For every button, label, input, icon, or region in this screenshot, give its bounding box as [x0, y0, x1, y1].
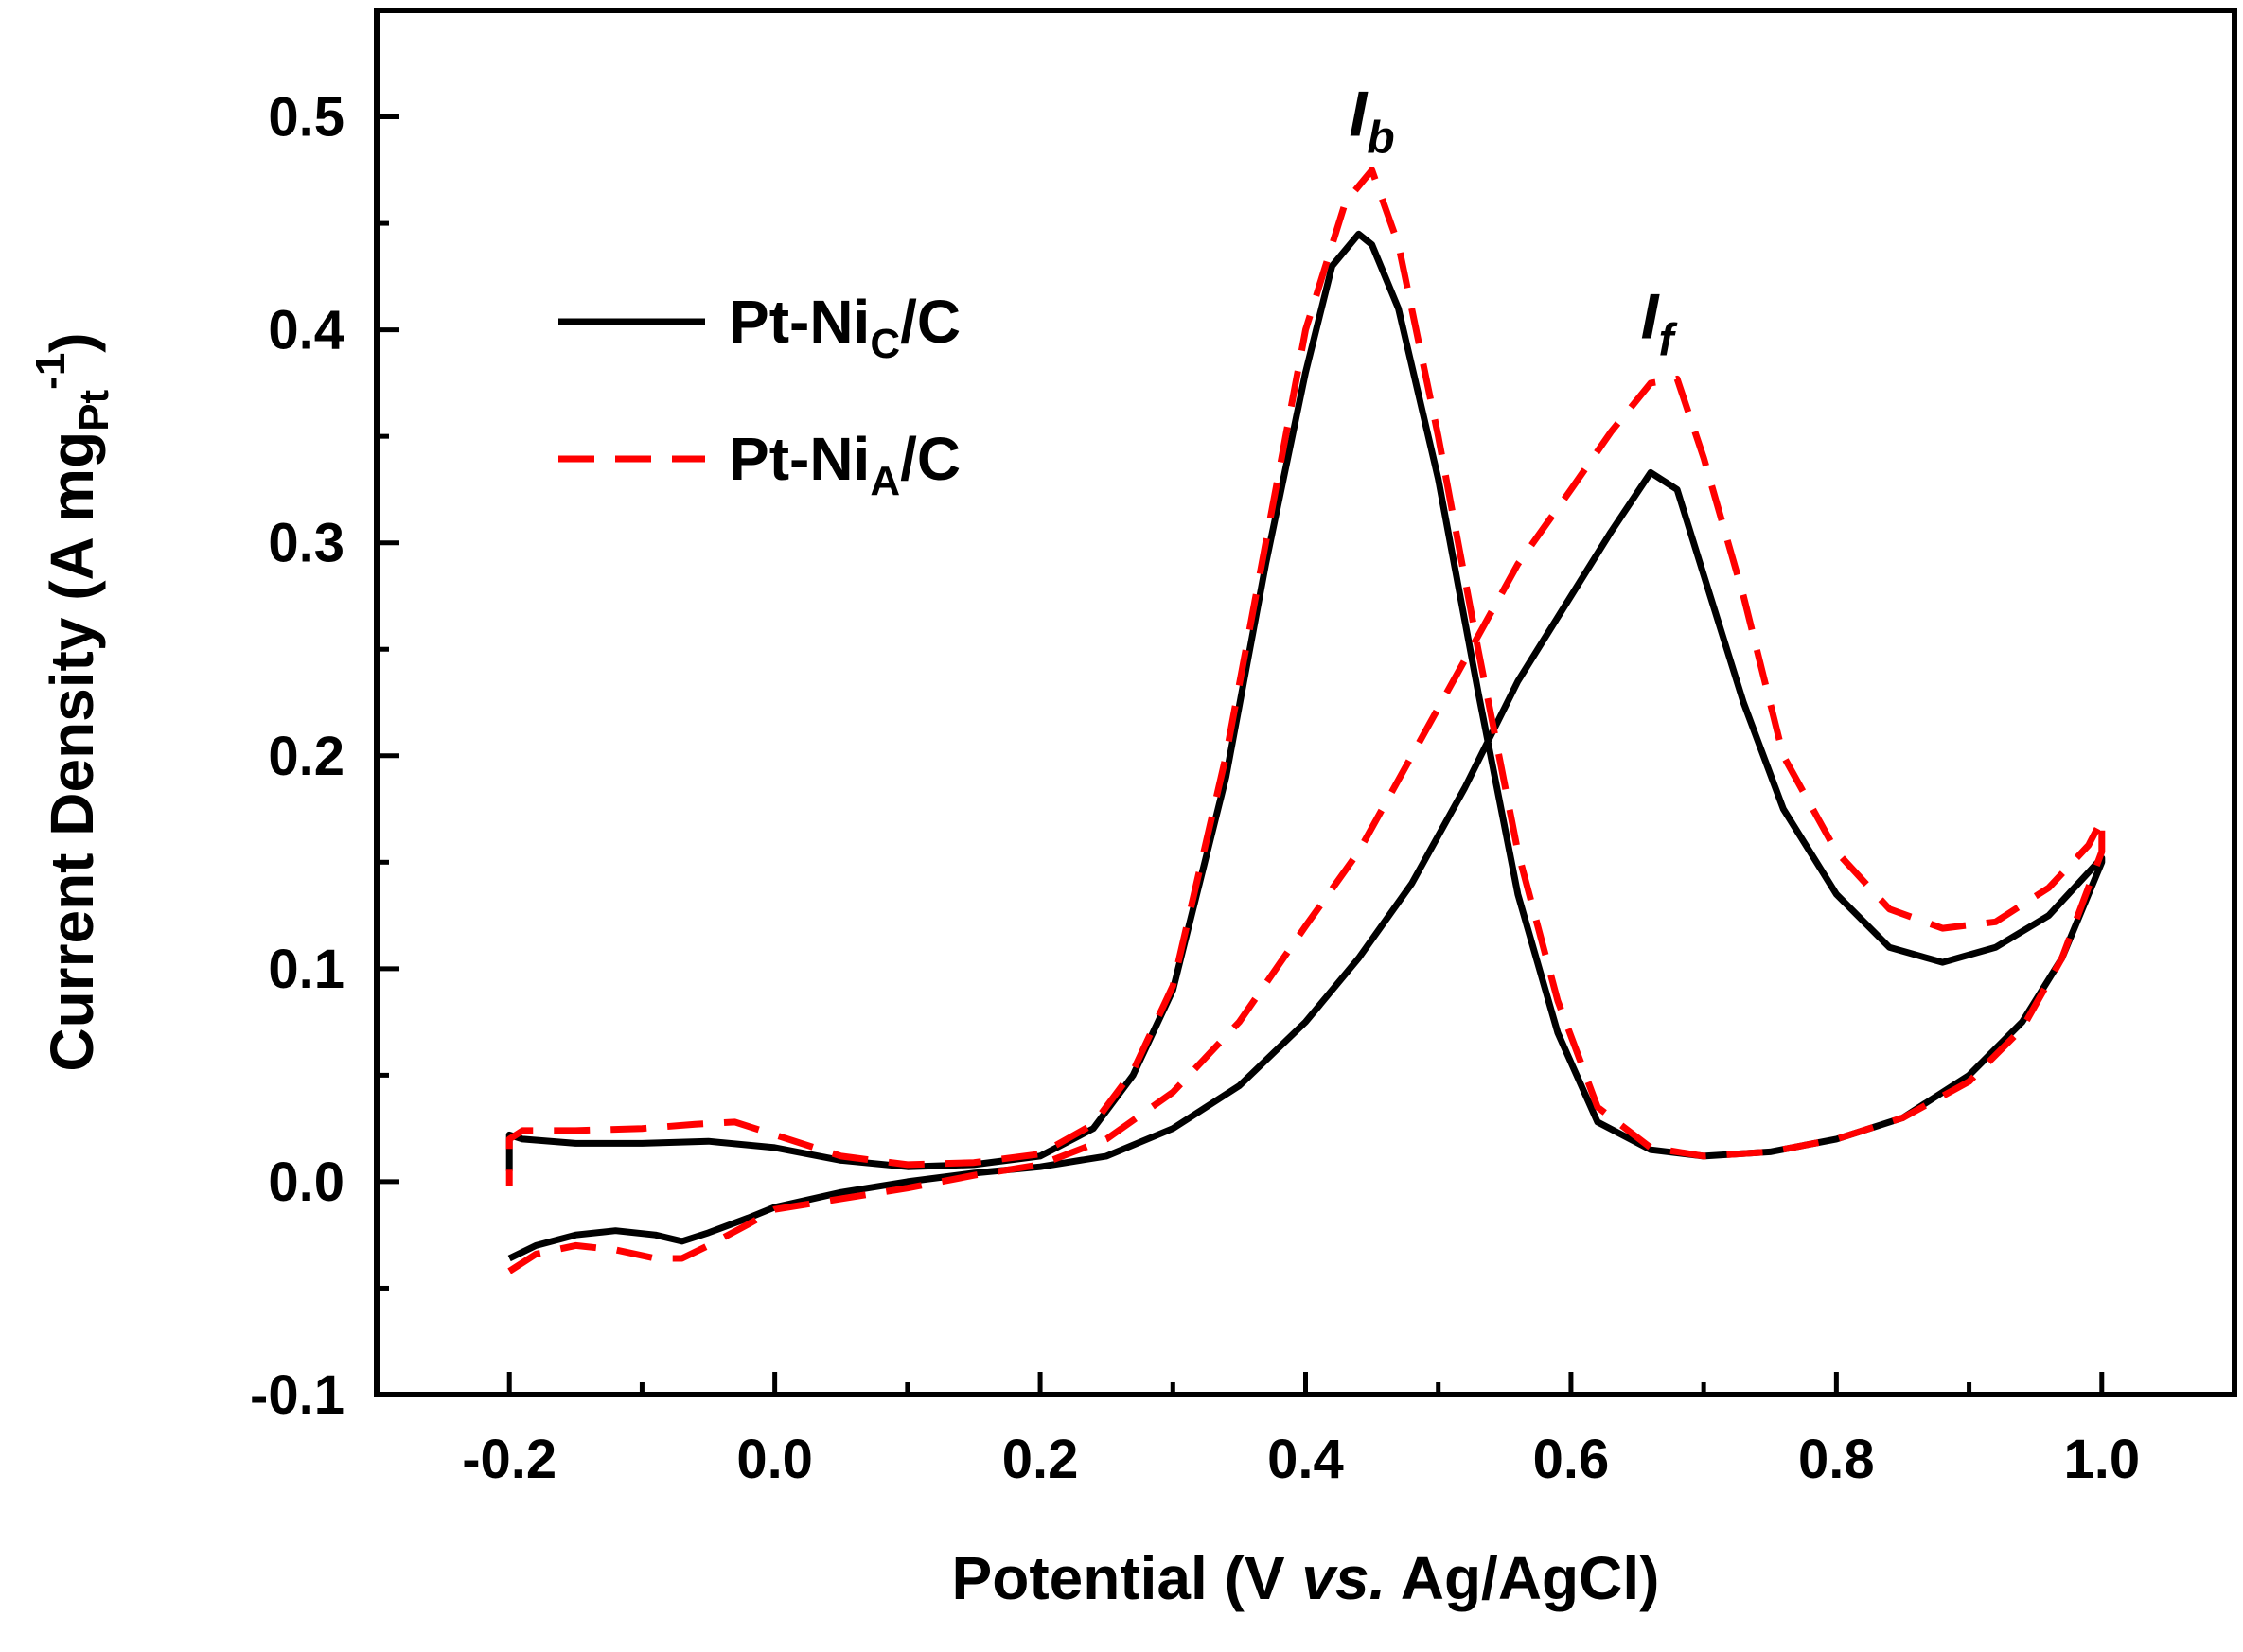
legend-label: Pt-NiC/C	[729, 288, 961, 367]
y-tick-label: 0.5	[268, 87, 344, 149]
x-axis-label: Potential (V vs. Ag/AgCl)	[952, 1544, 1660, 1612]
y-tick-label: 0.2	[268, 726, 344, 787]
x-tick-label: 0.8	[1798, 1429, 1875, 1490]
legend-label: Pt-NiA/C	[729, 425, 961, 504]
axis-labels: Potential (V vs. Ag/AgCl) Current Density…	[27, 332, 1659, 1612]
series-line-pt-nia-c	[505, 167, 2106, 1274]
y-tick-label: 0.3	[268, 513, 344, 574]
legend: Pt-NiC/C Pt-NiA/C	[558, 288, 961, 504]
y-tick-label: 0.0	[268, 1151, 344, 1213]
y-tick-label: 0.4	[268, 300, 344, 361]
x-tick-label: 0.0	[736, 1429, 813, 1490]
annotations: Ib If	[1349, 79, 1677, 366]
axes-layer: -0.2 0.0 0.2 0.4 0.6 0.8 1.0 -0.1 0.0 0.1 0.2 0.3 0.…	[250, 87, 2140, 1490]
series-line-pt-nic-c	[505, 230, 2106, 1262]
peak-label: Ib	[1349, 79, 1394, 164]
x-tick-label: -0.2	[462, 1429, 556, 1490]
y-tick-label: 0.1	[268, 939, 344, 1000]
y-axis-label: Current Density (A mgPt-1)	[27, 332, 117, 1071]
x-tick-label: 0.6	[1533, 1429, 1610, 1490]
x-tick-label: 1.0	[2063, 1429, 2140, 1490]
peak-label: If	[1641, 280, 1678, 365]
x-tick-label: 0.2	[1002, 1429, 1079, 1490]
plot-frame	[374, 8, 2237, 1397]
y-tick-label: -0.1	[250, 1364, 344, 1426]
series-layer	[505, 167, 2106, 1274]
x-tick-label: 0.4	[1267, 1429, 1344, 1490]
